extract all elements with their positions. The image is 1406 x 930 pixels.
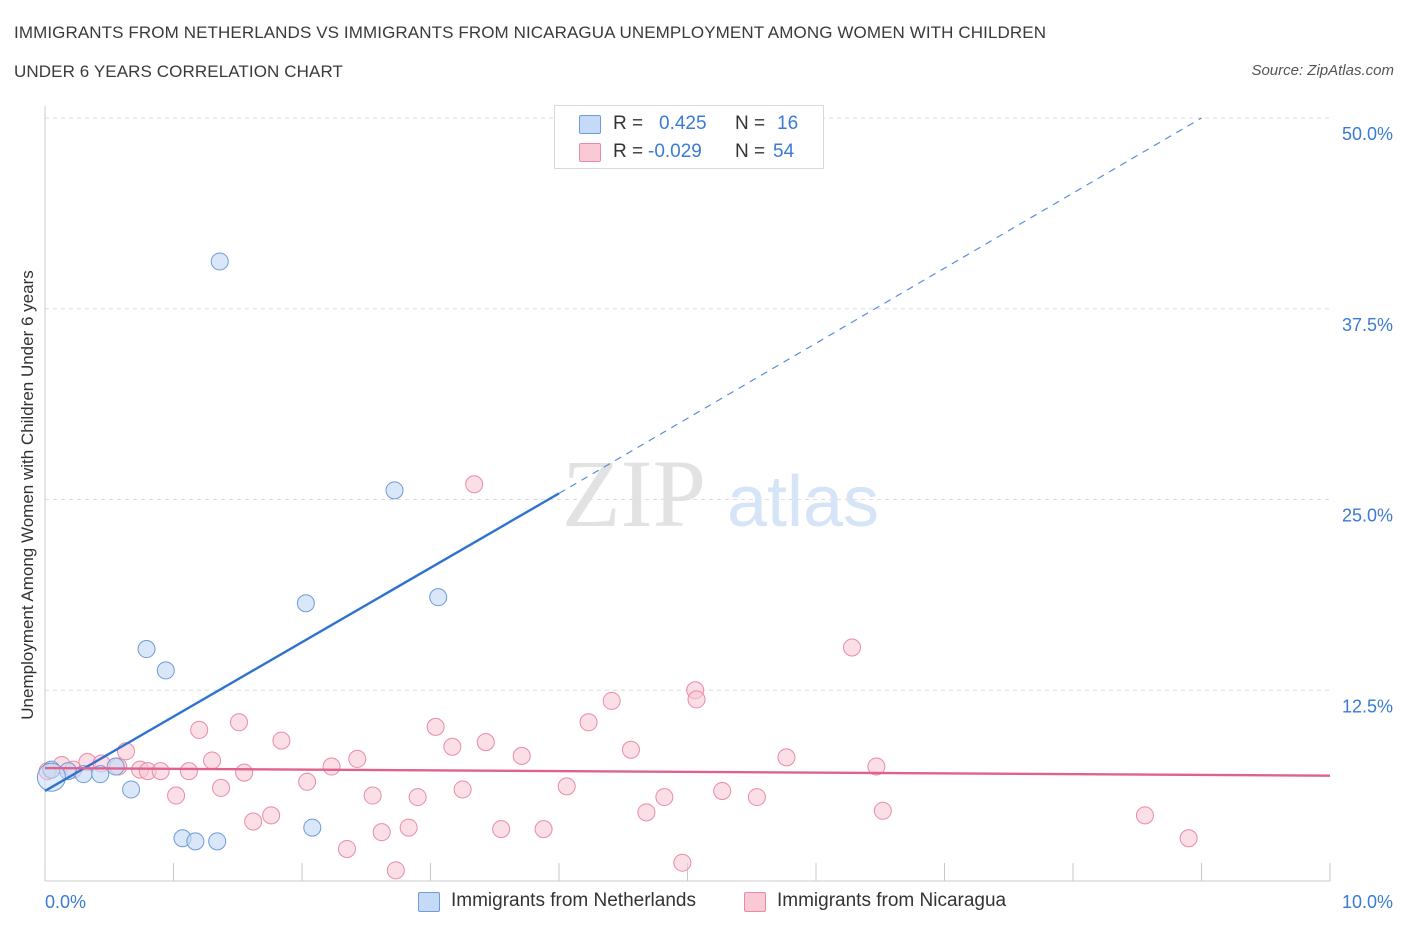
nicaragua-point bbox=[476, 733, 495, 752]
nicaragua-point bbox=[262, 806, 281, 825]
bottom-legend-label-nicaragua: Immigrants from Nicaragua bbox=[777, 890, 1007, 911]
y-tick-label: 50.0% bbox=[1342, 124, 1393, 144]
netherlands-trend-extension bbox=[558, 117, 1202, 494]
nicaragua-point bbox=[190, 720, 209, 739]
nicaragua-point bbox=[602, 691, 621, 710]
legend-n-value: 54 bbox=[773, 141, 795, 162]
grid-layer bbox=[45, 117, 1330, 691]
trend-layer bbox=[44, 117, 1331, 793]
nicaragua-point bbox=[443, 737, 462, 756]
nicaragua-point bbox=[151, 762, 170, 781]
netherlands-point bbox=[122, 780, 141, 799]
nicaragua-point bbox=[534, 820, 553, 839]
netherlands-point bbox=[303, 818, 322, 837]
legend-r-value: 0.425 bbox=[659, 113, 707, 134]
legend-swatch-netherlands bbox=[579, 115, 601, 134]
nicaragua-point bbox=[673, 853, 692, 872]
nicaragua-point bbox=[687, 690, 706, 709]
tick-label-layer: 12.5% 25.0% 37.5% 50.0% 0.0% 10.0% bbox=[45, 124, 1393, 912]
nicaragua-point bbox=[348, 749, 367, 768]
bottom-legend-label-netherlands: Immigrants from Netherlands bbox=[451, 890, 696, 911]
netherlands-point bbox=[210, 252, 229, 271]
nicaragua-point bbox=[363, 786, 382, 805]
nicaragua-point bbox=[747, 788, 766, 807]
netherlands-trend-line bbox=[44, 492, 560, 793]
nicaragua-point bbox=[399, 818, 418, 837]
y-axis-label: Unemployment Among Women with Children U… bbox=[18, 270, 37, 719]
correlation-legend: R = 0.425 N = 16 R = -0.029 N = 54 bbox=[554, 105, 824, 169]
nicaragua-point bbox=[465, 475, 484, 494]
nicaragua-point bbox=[655, 788, 674, 807]
legend-swatch-nicaragua bbox=[579, 143, 601, 162]
legend-r-label: R = bbox=[613, 141, 644, 162]
nicaragua-point bbox=[212, 778, 231, 797]
nicaragua-point bbox=[637, 803, 656, 822]
nicaragua-point bbox=[579, 713, 598, 732]
nicaragua-point bbox=[337, 839, 356, 858]
netherlands-point bbox=[186, 832, 205, 851]
netherlands-point bbox=[91, 765, 110, 784]
nicaragua-point bbox=[244, 812, 263, 831]
y-tick-label: 37.5% bbox=[1342, 315, 1393, 335]
bottom-legend-swatch-nicaragua bbox=[744, 892, 766, 912]
nicaragua-point bbox=[777, 748, 796, 767]
nicaragua-point bbox=[621, 740, 640, 759]
points-layer bbox=[36, 252, 1198, 880]
chart-title-line-2: UNDER 6 YEARS CORRELATION CHART bbox=[14, 62, 343, 81]
watermark-atlas: atlas bbox=[727, 462, 879, 542]
nicaragua-point bbox=[298, 772, 317, 791]
nicaragua-point bbox=[512, 746, 531, 765]
nicaragua-point bbox=[203, 751, 222, 770]
chart-title-line-1: IMMIGRANTS FROM NETHERLANDS VS IMMIGRANT… bbox=[14, 23, 1047, 42]
nicaragua-point bbox=[713, 781, 732, 800]
x-tick-label: 0.0% bbox=[45, 892, 86, 912]
netherlands-point bbox=[137, 640, 156, 659]
nicaragua-point bbox=[1179, 829, 1198, 848]
chart-source: Source: ZipAtlas.com bbox=[1251, 62, 1394, 79]
nicaragua-point bbox=[492, 820, 511, 839]
legend-n-label: N = bbox=[735, 141, 766, 162]
netherlands-point bbox=[296, 594, 315, 613]
nicaragua-point bbox=[557, 777, 576, 796]
legend-n-value: 16 bbox=[777, 113, 799, 134]
y-tick-label: 12.5% bbox=[1342, 696, 1393, 716]
nicaragua-point bbox=[1135, 806, 1154, 825]
nicaragua-point bbox=[179, 762, 198, 781]
nicaragua-point bbox=[372, 823, 391, 842]
watermark: ZIP atlas bbox=[562, 440, 879, 547]
nicaragua-trend-line bbox=[44, 766, 1331, 777]
legend-r-label: R = bbox=[613, 113, 644, 134]
nicaragua-point bbox=[230, 713, 249, 732]
nicaragua-point bbox=[322, 757, 341, 776]
x-tick-label: 10.0% bbox=[1342, 892, 1393, 912]
netherlands-point bbox=[429, 588, 448, 607]
netherlands-point bbox=[208, 832, 227, 851]
nicaragua-point bbox=[873, 801, 892, 820]
netherlands-point bbox=[106, 757, 125, 776]
y-tick-label: 25.0% bbox=[1342, 506, 1393, 526]
nicaragua-point bbox=[167, 786, 186, 805]
netherlands-point bbox=[385, 481, 404, 500]
nicaragua-point bbox=[408, 788, 427, 807]
legend-n-label: N = bbox=[735, 113, 766, 134]
nicaragua-point bbox=[867, 757, 886, 776]
nicaragua-point bbox=[426, 717, 445, 736]
nicaragua-point bbox=[842, 638, 861, 657]
nicaragua-point bbox=[453, 780, 472, 799]
netherlands-point bbox=[156, 661, 175, 680]
watermark-zip: ZIP bbox=[562, 440, 706, 547]
nicaragua-point bbox=[235, 763, 254, 782]
legend-r-value: -0.029 bbox=[648, 141, 702, 162]
nicaragua-point bbox=[272, 731, 291, 750]
nicaragua-point bbox=[386, 861, 405, 880]
bottom-legend-swatch-netherlands bbox=[418, 892, 440, 912]
